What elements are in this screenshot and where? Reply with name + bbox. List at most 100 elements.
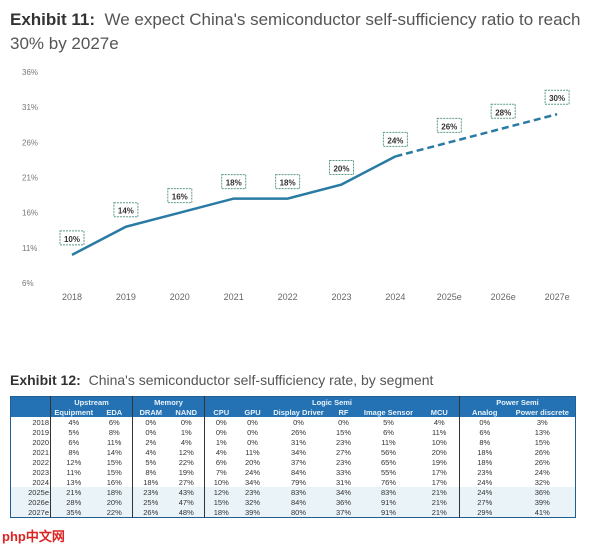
- value-cell: 15%: [335, 427, 351, 437]
- value-cell: 80%: [267, 507, 330, 518]
- value-cell: 26%: [290, 427, 306, 437]
- data-label: 30%: [549, 94, 565, 103]
- table-row: 2018 4% 6% 0% 0% 0% 0% 0% 0% 5% 4% 0% 3%: [11, 417, 576, 427]
- value-cell: 23%: [237, 487, 268, 497]
- column-header: MCU: [419, 407, 460, 417]
- value-cell: 12%: [178, 447, 194, 457]
- data-label: 24%: [387, 136, 403, 145]
- data-label-box: [113, 202, 139, 218]
- x-tick-label: 2026e: [491, 292, 516, 302]
- value-cell: 0%: [132, 427, 169, 437]
- value-cell: 16%: [106, 477, 122, 487]
- value-cell: 0%: [204, 417, 238, 427]
- value-cell: 24%: [459, 487, 510, 497]
- table-row: 2021 8% 14% 4% 12% 4% 11% 34% 27% 56% 20% 18% 26%: [11, 447, 576, 457]
- x-tick-label: 2025e: [437, 292, 462, 302]
- value-cell: 37%: [290, 457, 306, 467]
- value-cell: 4%: [204, 447, 238, 457]
- value-cell: 8%: [132, 467, 169, 477]
- value-cell: 23%: [335, 457, 351, 467]
- data-label-box: [490, 103, 516, 119]
- table-row: 2025e 21% 18% 23% 43% 12% 23% 83% 34% 83% 21% 24% 36…: [10, 487, 576, 497]
- value-cell: 0%: [338, 417, 349, 427]
- value-cell: 6%: [108, 417, 120, 427]
- value-cell: 4%: [132, 447, 169, 457]
- value-cell: 24%: [244, 467, 260, 477]
- value-cell: 5%: [50, 427, 97, 437]
- value-cell: 21%: [419, 487, 460, 497]
- value-cell: 22%: [178, 457, 194, 467]
- value-cell: 15%: [534, 437, 550, 447]
- x-tick-label: 2024: [385, 292, 405, 302]
- table-row: 2024 13% 16% 18% 27% 10% 34% 79% 31% 76% 17% 24% 32%: [11, 477, 576, 487]
- value-cell: 10%: [431, 437, 447, 447]
- column-header: Image Sensor: [357, 407, 420, 417]
- value-cell: 18%: [459, 447, 510, 457]
- value-cell: 27%: [459, 497, 510, 507]
- value-cell: 15%: [106, 457, 122, 467]
- value-cell: 83%: [267, 487, 330, 497]
- y-tick-label: 11%: [22, 244, 37, 253]
- value-cell: 21%: [419, 507, 460, 518]
- value-cell: 19%: [178, 467, 194, 477]
- chart-title: We expect China's semiconductor self-suf…: [10, 10, 581, 53]
- value-cell: 2%: [132, 437, 169, 447]
- table-row: 2022 12% 15% 5% 22% 6% 20% 37% 23% 65% 19% 18% 26%: [11, 457, 576, 467]
- value-cell: 11%: [381, 437, 396, 447]
- value-cell: 32%: [237, 497, 268, 507]
- value-cell: 13%: [534, 427, 550, 437]
- series-line-solid: [71, 155, 396, 256]
- value-cell: 1%: [204, 437, 238, 447]
- column-header: Power discrete: [509, 407, 576, 417]
- x-tick-label: 2018: [62, 292, 82, 302]
- year-cell: 2019: [32, 427, 49, 437]
- value-cell: 39%: [509, 497, 576, 507]
- exhibit-label: Exhibit 11:: [10, 10, 96, 29]
- value-cell: 33%: [335, 467, 351, 477]
- column-header: Analog: [459, 407, 510, 417]
- value-cell: 11%: [432, 427, 447, 437]
- value-cell: 91%: [357, 497, 420, 507]
- column-header: GPU: [237, 407, 268, 417]
- column-header: Equipment: [50, 407, 97, 417]
- year-cell: 2024: [32, 477, 49, 487]
- table-row: 2026e 28% 20% 25% 47% 15% 32% 84% 36% 91% 21% 27% 39…: [10, 497, 576, 507]
- x-tick-label: 2023: [331, 292, 351, 302]
- column-header: NAND: [168, 407, 205, 417]
- value-cell: 0%: [204, 427, 238, 437]
- value-cell: 15%: [106, 467, 122, 477]
- data-label: 14%: [118, 207, 134, 216]
- value-cell: 19%: [431, 457, 447, 467]
- value-cell: 20%: [431, 447, 447, 457]
- value-cell: 22%: [96, 507, 133, 518]
- value-cell: 65%: [380, 457, 396, 467]
- table-row: 2027e 35% 22% 26% 48% 18% 39% 80% 37% 91% 21% 29% 41…: [10, 507, 576, 518]
- group-header: Power Semi: [459, 396, 576, 407]
- value-cell: 4%: [50, 417, 97, 427]
- y-tick-label: 36%: [22, 68, 38, 77]
- value-cell: 39%: [237, 507, 268, 518]
- value-cell: 11%: [50, 467, 97, 477]
- x-tick-label: 2022: [278, 292, 298, 302]
- value-cell: 76%: [380, 477, 396, 487]
- exhibit-12-title: Exhibit 12: China's semiconductor self-s…: [10, 372, 433, 388]
- value-cell: 31%: [290, 437, 306, 447]
- value-cell: 3%: [536, 417, 548, 427]
- value-cell: 0%: [293, 417, 304, 427]
- value-cell: 26%: [534, 457, 550, 467]
- series-line-dashed: [395, 112, 558, 158]
- value-cell: 56%: [380, 447, 396, 457]
- value-cell: 41%: [509, 507, 576, 518]
- value-cell: 21%: [419, 497, 460, 507]
- value-cell: 20%: [244, 457, 260, 467]
- value-cell: 4%: [433, 417, 445, 427]
- year-cell: 2026e: [10, 497, 51, 507]
- value-cell: 27%: [178, 477, 194, 487]
- y-tick-label: 31%: [22, 103, 38, 112]
- value-cell: 21%: [50, 487, 97, 497]
- value-cell: 13%: [50, 477, 97, 487]
- x-tick-label: 2021: [224, 292, 244, 302]
- value-cell: 43%: [168, 487, 205, 497]
- data-label: 18%: [280, 179, 296, 188]
- value-cell: 17%: [431, 477, 447, 487]
